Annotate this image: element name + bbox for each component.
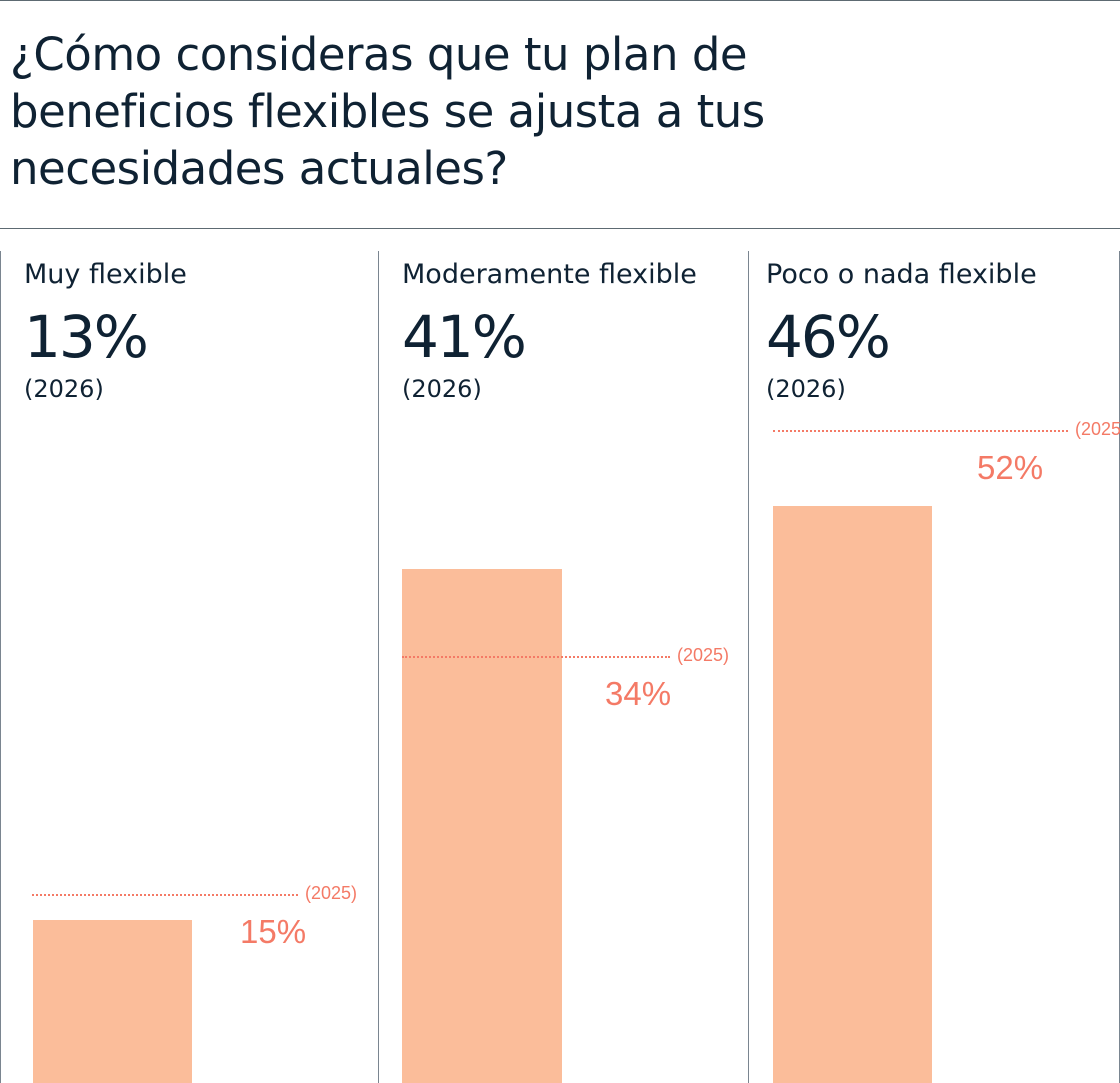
year-label-2026: (2026) — [766, 375, 846, 403]
title-line: necesidades actuales? — [10, 142, 508, 195]
value-label-2026: 13% — [24, 303, 149, 371]
panel-divider — [748, 251, 749, 1083]
value-label-2025: 34% — [605, 674, 672, 712]
bar-2026 — [33, 919, 192, 1083]
title-line: beneficios flexibles se ajusta a tus — [10, 85, 765, 138]
year-label-2025: (2025) — [305, 882, 358, 903]
category-label: Moderamente flexible — [402, 259, 697, 290]
year-label-2025: (2025) — [677, 644, 730, 665]
chart-panel: Muy flexible 13% (2026) — [0, 251, 370, 1083]
chart-panel: Poco o nada flexible 46% (2026) — [748, 251, 1118, 1083]
value-label-2026: 41% — [402, 303, 527, 371]
title-divider — [0, 228, 1120, 229]
category-label: Poco o nada flexible — [766, 259, 1037, 290]
chart-title: ¿Cómo consideras que tu plan de benefici… — [10, 26, 910, 197]
title-line: ¿Cómo consideras que tu plan de — [10, 28, 748, 81]
chart-panel: Moderamente flexible 41% (2026) — [378, 251, 748, 1083]
year-label-2025: (2025) — [1075, 418, 1120, 439]
reference-line-2025 — [402, 655, 670, 658]
reference-line-2025 — [773, 429, 1068, 432]
panel-divider — [0, 251, 1, 1083]
value-label-2025: 52% — [977, 448, 1044, 486]
panel-divider — [378, 251, 379, 1083]
bar-2026 — [402, 568, 562, 1083]
top-border — [0, 0, 1120, 1]
category-label: Muy flexible — [24, 259, 187, 290]
value-label-2026: 46% — [766, 303, 891, 371]
bar-2026 — [773, 506, 932, 1083]
year-label-2026: (2026) — [402, 375, 482, 403]
year-label-2026: (2026) — [24, 375, 104, 403]
reference-line-2025 — [32, 893, 298, 896]
value-label-2025: 15% — [240, 912, 307, 950]
